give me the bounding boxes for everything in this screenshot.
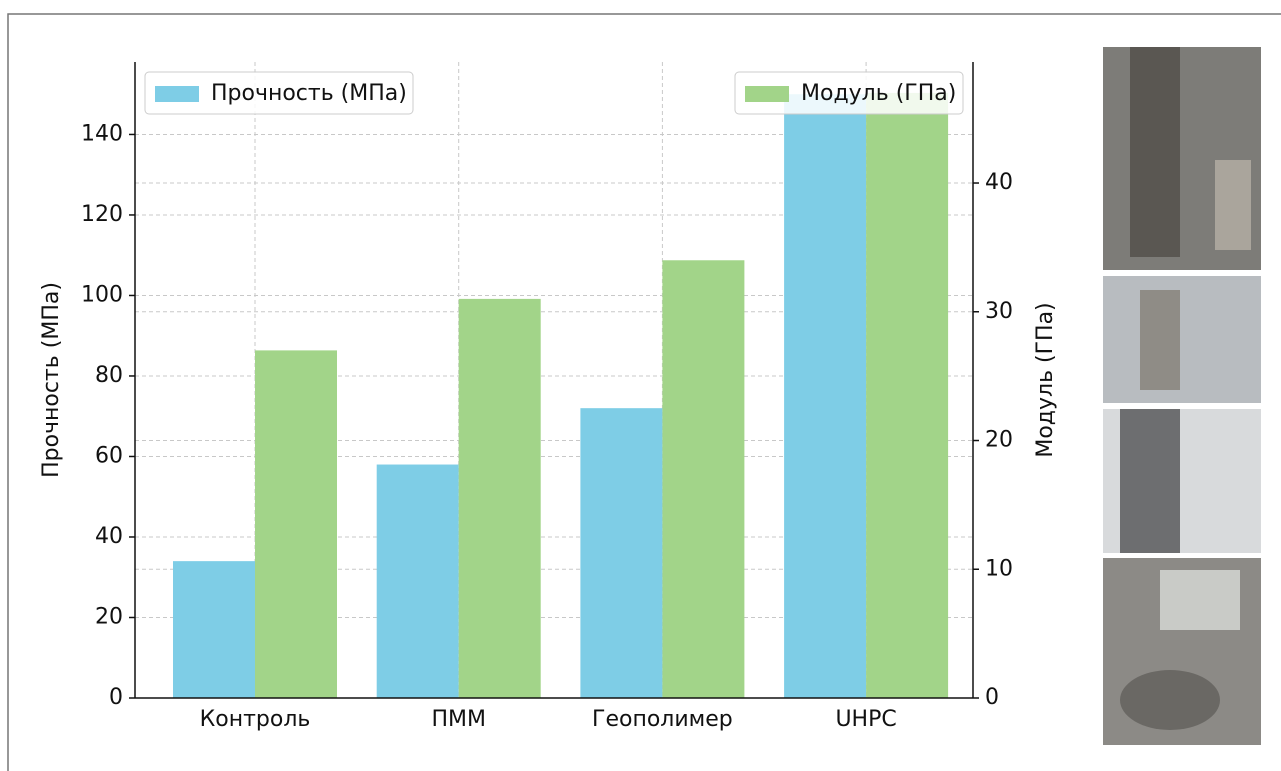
bar xyxy=(173,561,255,698)
bar xyxy=(784,94,867,699)
bar xyxy=(866,92,949,698)
y2-tick-label: 40 xyxy=(985,170,1013,195)
legend-label: Модуль (ГПа) xyxy=(801,81,956,106)
x-tick-label: UHPC xyxy=(835,707,896,732)
y2-tick-label: 20 xyxy=(985,428,1013,453)
bar xyxy=(580,408,663,698)
y-tick-label: 80 xyxy=(95,363,123,388)
photo-detail xyxy=(1215,160,1251,250)
legend-box xyxy=(734,71,964,115)
legend-label: Прочность (МПа) xyxy=(211,81,407,106)
y-tick-label: 140 xyxy=(81,121,123,146)
bar xyxy=(376,464,459,698)
photo-detail xyxy=(1120,409,1180,553)
y-tick-label: 20 xyxy=(95,604,123,629)
frame xyxy=(7,13,1281,771)
photos xyxy=(1103,47,1261,745)
photo-detail xyxy=(1120,670,1220,730)
y-tick-label: 40 xyxy=(95,524,123,549)
x-tick-label: Геополимер xyxy=(592,707,733,732)
legend-box xyxy=(144,71,414,115)
y-axis-label: Прочность (МПа) xyxy=(39,282,64,478)
x-tick-label: Контроль xyxy=(200,707,311,732)
legend-swatch xyxy=(155,86,199,102)
y2-tick-label: 10 xyxy=(985,556,1013,581)
x-tick-label: ПММ xyxy=(431,707,486,732)
y-tick-label: 100 xyxy=(81,282,123,307)
bar xyxy=(458,298,541,698)
bar xyxy=(662,260,745,698)
photo-detail xyxy=(1130,47,1180,257)
y2-axis-label: Модуль (ГПа) xyxy=(1033,302,1058,457)
bar xyxy=(255,350,337,698)
photo-detail xyxy=(1160,570,1240,630)
photo-detail xyxy=(1140,290,1180,390)
photo xyxy=(1103,276,1261,403)
y-tick-label: 0 xyxy=(109,685,123,710)
y-tick-label: 120 xyxy=(81,202,123,227)
y2-tick-label: 30 xyxy=(985,299,1013,324)
legend-swatch xyxy=(745,86,789,102)
y-tick-label: 60 xyxy=(95,443,123,468)
plot-area: 0 20 40 60 80 100 120 140 0 10 20 30 40 Контроль ПММ Ге… xyxy=(81,62,1013,732)
y2-tick-label: 0 xyxy=(985,685,999,710)
